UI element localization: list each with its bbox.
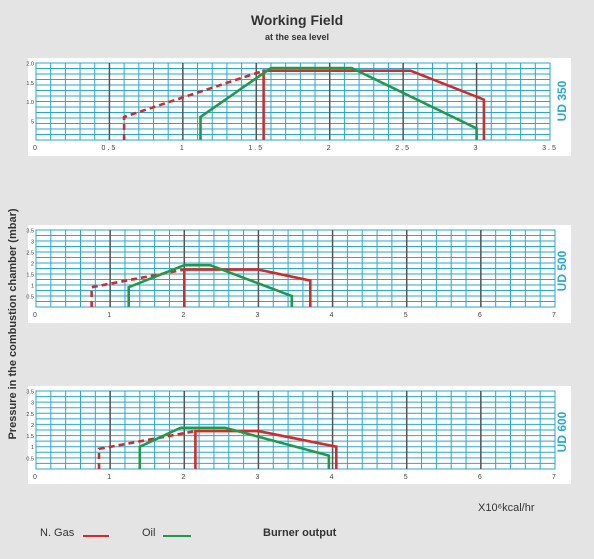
x-tick-label: 0.5 — [102, 145, 118, 152]
x-tick-label: 4 — [330, 474, 336, 481]
model-label: UD 600 — [555, 411, 569, 452]
x-tick-label: 2 — [181, 474, 187, 481]
y-tick-label: 2 — [31, 423, 34, 429]
x-tick-label: 2.5 — [395, 145, 411, 152]
gas-series-line — [262, 69, 486, 140]
x-axis-unit: X10⁶kcal/hr — [478, 502, 535, 514]
x-tick-label: 1 — [180, 145, 186, 152]
x-tick-label: 2 — [327, 145, 333, 152]
oil-series-line — [138, 426, 331, 469]
x-tick-label: 1.5 — [248, 145, 264, 152]
y-tick-label: 2.5 — [26, 412, 34, 418]
x-tick-label: 1 — [107, 312, 113, 319]
x-tick-label: 3 — [255, 312, 261, 319]
x-tick-label: 4 — [330, 312, 336, 319]
chart-panel: 0 0.5 1 1.5 2 2.5 3 3.5 5 1.0 1.5 2.0 UD 350 — [26, 58, 571, 156]
x-tick-label: 5 — [404, 312, 410, 319]
x-tick-label: 2 — [181, 312, 187, 319]
legend-oil-label: Oil — [142, 527, 156, 539]
y-tick-label: 1 — [31, 284, 34, 290]
y-tick-label: 1.0 — [26, 100, 34, 106]
y-tick-label: 3.5 — [26, 229, 34, 235]
oil-series-line — [199, 66, 478, 140]
chart-title: Working Field — [250, 12, 344, 28]
x-tick-label: 0 — [33, 312, 39, 319]
x-tick-label: 0 — [33, 474, 39, 481]
x-tick-label: 7 — [552, 312, 558, 319]
y-tick-label: 2 — [31, 262, 34, 268]
model-label: UD 350 — [555, 80, 569, 121]
x-tick-label: 5 — [404, 474, 410, 481]
y-tick-label: 1.5 — [26, 81, 34, 87]
gas-series-line — [194, 429, 338, 469]
model-label: UD 500 — [555, 250, 569, 291]
oil-series-line — [127, 263, 294, 307]
gas-series-line — [183, 268, 312, 307]
gas-series-line — [122, 69, 265, 140]
legend-gas-label: N. Gas — [40, 527, 75, 539]
y-tick-label: 2.0 — [26, 62, 34, 68]
y-tick-label: 3.5 — [26, 390, 34, 396]
x-tick-label: 0 — [33, 145, 39, 152]
y-tick-label: 1.5 — [26, 273, 34, 279]
x-tick-label: 1 — [107, 474, 113, 481]
y-tick-label: 3 — [31, 401, 34, 407]
x-tick-label: 6 — [478, 312, 484, 319]
y-tick-label: 1.5 — [26, 434, 34, 440]
gas-series-line — [90, 268, 185, 307]
y-tick-label: 1 — [31, 445, 34, 451]
chart-subtitle: at the sea level — [264, 32, 330, 42]
y-tick-label: 2.5 — [26, 251, 34, 257]
x-tick-label: 7 — [552, 474, 558, 481]
chart-panel: 0 1 2 3 4 5 6 7 0.5 1 1.5 2 2.5 3 3.5 UD 600 — [26, 386, 571, 484]
y-tick-label: 0.5 — [26, 456, 34, 462]
legend-oil-swatch — [163, 535, 191, 537]
x-tick-label: 3.5 — [542, 145, 558, 152]
y-tick-label: 0.5 — [26, 295, 34, 301]
x-tick-label: 3 — [255, 474, 261, 481]
x-tick-label: 3 — [474, 145, 480, 152]
y-tick-label: 5 — [31, 119, 34, 125]
x-tick-label: 6 — [478, 474, 484, 481]
chart-panel: 0 1 2 3 4 5 6 7 0.5 1 1.5 2 2.5 3 3.5 UD 500 — [26, 225, 571, 323]
legend-gas-swatch — [83, 535, 109, 537]
y-tick-label: 3 — [31, 240, 34, 246]
legend-burner-output: Burner output — [263, 527, 337, 539]
